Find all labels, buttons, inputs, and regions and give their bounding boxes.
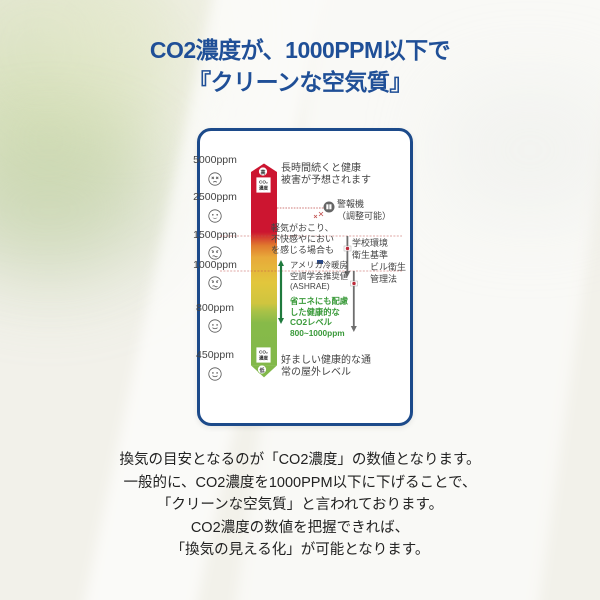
svg-text:低: 低	[258, 367, 264, 374]
svg-text:濃度: 濃度	[259, 185, 269, 192]
svg-text:CO₂: CO₂	[259, 350, 268, 355]
svg-text:濃度: 濃度	[259, 355, 269, 362]
svg-text:CO₂: CO₂	[259, 180, 268, 185]
svg-text:高: 高	[260, 169, 265, 176]
